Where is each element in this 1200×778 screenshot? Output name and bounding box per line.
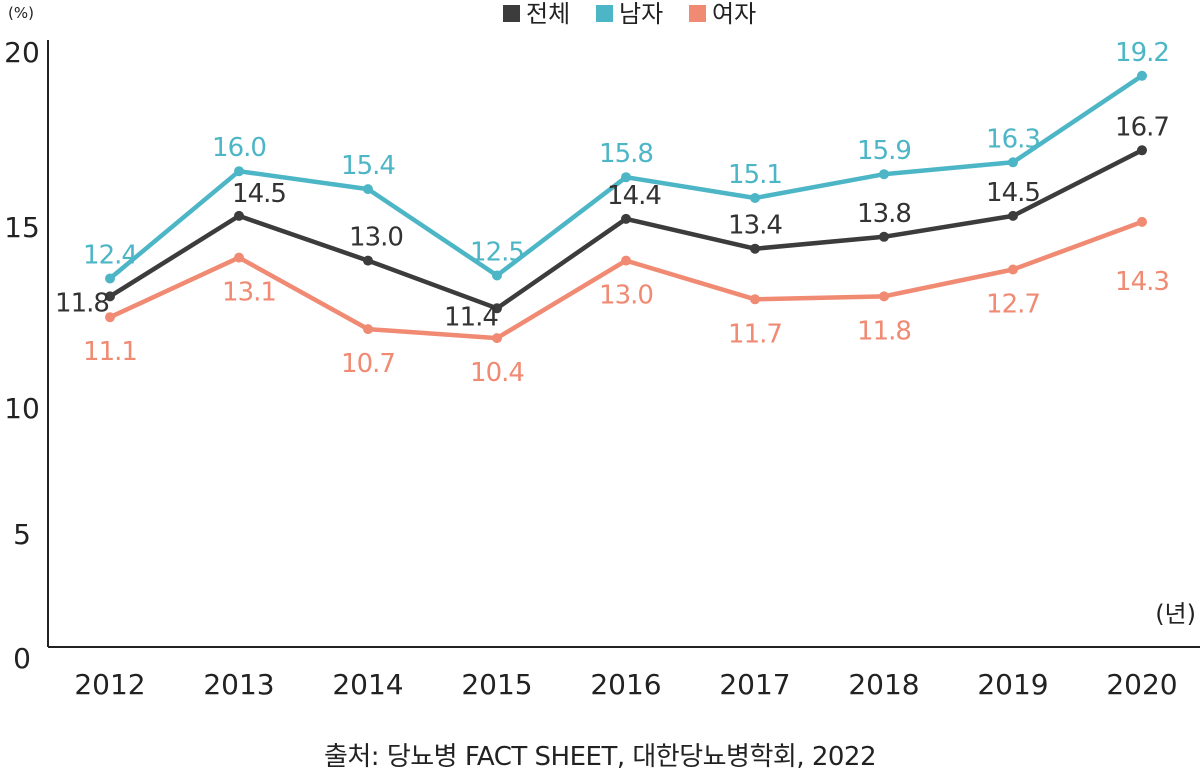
- legend-swatch: [689, 5, 706, 22]
- data-point: [750, 294, 760, 305]
- data-label: 15.4: [341, 151, 395, 181]
- data-label: 14.4: [607, 181, 661, 211]
- x-tick-label: 2012: [74, 668, 145, 701]
- data-label: 11.8: [55, 288, 109, 318]
- data-label: 13.4: [728, 211, 782, 241]
- data-point: [1008, 157, 1018, 168]
- y-tick-label: 15: [4, 211, 40, 244]
- data-point: [1137, 216, 1147, 227]
- x-tick-label: 2016: [590, 668, 661, 701]
- data-label: 13.8: [857, 199, 911, 229]
- data-point: [105, 291, 115, 302]
- data-point: [105, 312, 115, 323]
- data-point: [363, 184, 373, 195]
- data-label: 12.4: [83, 241, 137, 271]
- data-label: 15.1: [728, 160, 782, 190]
- line-chart: 전체 남자 여자 (%) (년) 0 5 10 15 20 2012 2013 2014 2015…: [4, 0, 1200, 701]
- y-tick-label: 5: [13, 518, 31, 551]
- data-label: 11.7: [728, 319, 782, 349]
- data-label: 15.9: [857, 136, 911, 166]
- data-point: [1008, 210, 1018, 221]
- data-point: [105, 273, 115, 284]
- data-point: [363, 255, 373, 266]
- x-axis-ticks: 2012 2013 2014 2015 2016 2017 2018 2019 2020: [74, 668, 1177, 701]
- data-label: 14.5: [986, 178, 1040, 208]
- x-tick-label: 2018: [848, 668, 919, 701]
- x-axis-unit-label: (년): [1155, 600, 1196, 628]
- data-point: [234, 166, 244, 177]
- data-label: 12.7: [986, 290, 1040, 320]
- data-label: 11.8: [857, 316, 911, 346]
- x-tick-label: 2013: [203, 668, 274, 701]
- data-label: 19.2: [1115, 38, 1169, 68]
- data-point: [879, 231, 889, 242]
- data-point: [1137, 70, 1147, 81]
- data-point: [234, 252, 244, 263]
- legend-label: 남자: [619, 0, 663, 28]
- legend: 전체 남자 여자: [503, 0, 756, 28]
- data-label: 13.1: [222, 278, 276, 308]
- data-label: 16.3: [986, 124, 1040, 154]
- data-label: 16.0: [212, 133, 266, 163]
- y-tick-label: 10: [4, 392, 40, 425]
- data-point: [492, 270, 502, 281]
- y-tick-label: 20: [4, 36, 40, 69]
- y-axis-unit-label: (%): [8, 4, 34, 22]
- data-label: 11.1: [83, 337, 137, 367]
- data-label: 13.0: [349, 223, 403, 253]
- legend-swatch: [596, 5, 613, 22]
- x-tick-label: 2019: [977, 668, 1048, 701]
- data-label: 14.5: [232, 179, 286, 209]
- y-axis-ticks: 0 5 10 15 20: [4, 36, 40, 675]
- data-label: 14.3: [1115, 267, 1169, 297]
- data-label: 10.4: [470, 358, 524, 388]
- data-point: [363, 324, 373, 335]
- data-point: [234, 210, 244, 221]
- data-point: [621, 213, 631, 224]
- data-label: 10.7: [341, 349, 395, 379]
- legend-label: 여자: [712, 0, 756, 28]
- legend-swatch: [503, 5, 520, 22]
- data-point: [492, 333, 502, 344]
- data-label: 16.7: [1115, 112, 1169, 142]
- data-point: [1137, 145, 1147, 156]
- data-label: 13.0: [599, 281, 653, 311]
- data-label: 12.5: [470, 238, 524, 268]
- data-labels: 11.8 14.5 13.0 11.4 14.4 13.4 13.8 14.5 16.7 12.4…: [55, 38, 1170, 388]
- data-point: [492, 303, 502, 314]
- data-point: [879, 291, 889, 302]
- data-point: [1008, 264, 1018, 275]
- x-tick-label: 2020: [1106, 668, 1177, 701]
- legend-label: 전체: [526, 0, 570, 28]
- x-tick-label: 2014: [332, 668, 403, 701]
- source-note: 출처: 당뇨병 FACT SHEET, 대한당뇨병학회, 2022: [323, 742, 877, 772]
- x-tick-label: 2015: [461, 668, 532, 701]
- data-point: [879, 169, 889, 180]
- x-tick-label: 2017: [719, 668, 790, 701]
- data-point: [621, 255, 631, 266]
- data-label: 11.4: [444, 302, 498, 332]
- data-point: [750, 243, 760, 254]
- y-tick-label: 0: [13, 642, 31, 675]
- data-point: [750, 193, 760, 203]
- data-label: 15.8: [599, 139, 653, 169]
- data-point: [621, 172, 631, 183]
- series-layer: [105, 70, 1147, 344]
